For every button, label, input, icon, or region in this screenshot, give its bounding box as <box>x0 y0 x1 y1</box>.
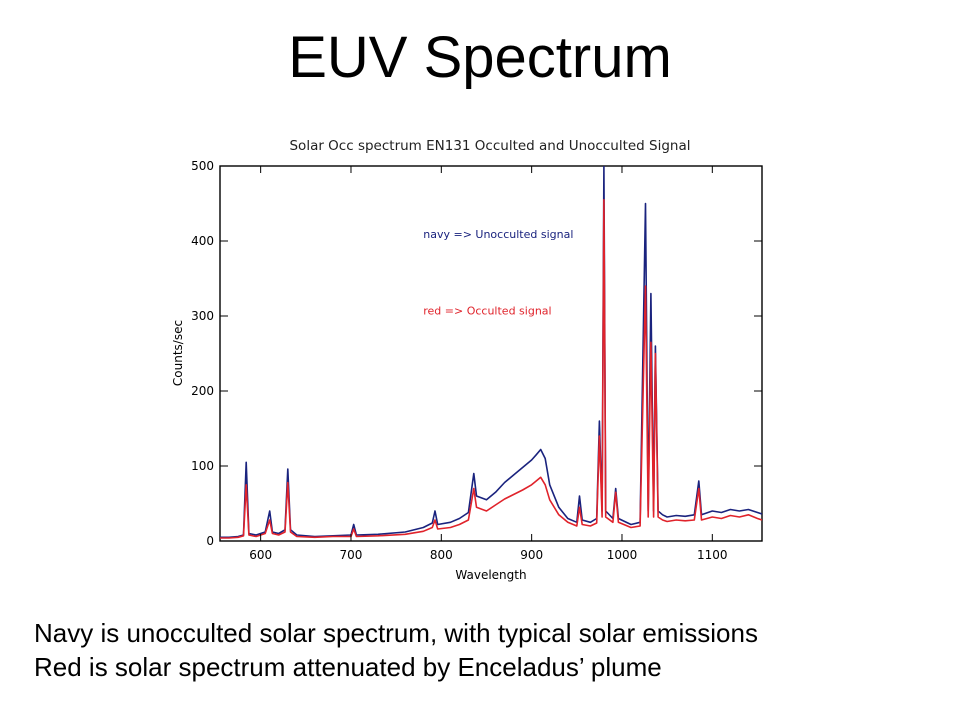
legend-annotation-occulted: red => Occulted signal <box>423 305 551 318</box>
y-tick-label: 400 <box>191 234 214 248</box>
y-tick-label: 100 <box>191 459 214 473</box>
slide-title: EUV Spectrum <box>288 25 672 90</box>
y-tick-label: 0 <box>206 534 214 548</box>
x-tick-label: 900 <box>520 548 543 562</box>
caption-line-red: Red is solar spectrum attenuated by Ence… <box>34 652 662 682</box>
caption-line-navy: Navy is unocculted solar spectrum, with … <box>34 618 758 648</box>
series-line-unocculted <box>220 166 762 539</box>
y-tick-label: 300 <box>191 309 214 323</box>
y-tick-label: 200 <box>191 384 214 398</box>
series-line-occulted <box>220 199 762 539</box>
x-axis-ticks: 600 700 800 900 1000 1100 <box>249 166 728 562</box>
y-axis-label: Counts/sec <box>171 320 185 386</box>
spectrum-chart-svg: Solar Occ spectrum EN131 Occulted and Un… <box>171 138 763 582</box>
plot-area-frame <box>219 165 763 542</box>
plot-series-group <box>220 166 762 539</box>
y-axis-ticks: 0 100 200 300 400 500 <box>191 159 762 548</box>
x-tick-label: 800 <box>430 548 453 562</box>
legend-annotation-unocculted: navy => Unocculted signal <box>423 228 573 241</box>
spectrum-chart: Solar Occ spectrum EN131 Occulted and Un… <box>160 128 780 590</box>
x-tick-label: 1100 <box>697 548 728 562</box>
y-tick-label: 500 <box>191 159 214 173</box>
x-axis-label: Wavelength <box>455 568 526 582</box>
x-tick-label: 600 <box>249 548 272 562</box>
x-tick-label: 700 <box>340 548 363 562</box>
x-tick-label: 1000 <box>607 548 638 562</box>
slide-caption: Navy is unocculted solar spectrum, with … <box>34 616 944 684</box>
chart-title: Solar Occ spectrum EN131 Occulted and Un… <box>289 138 690 154</box>
